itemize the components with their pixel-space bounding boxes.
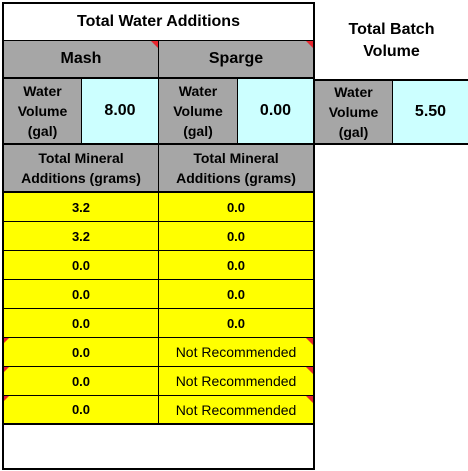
sparge-mineral-value: Not Recommended xyxy=(175,373,297,389)
mash-mineral-value: 3.2 xyxy=(71,228,91,244)
sparge-mineral-cell[interactable]: Not Recommended xyxy=(159,338,315,367)
mash-water-volume-label: Water Volume (gal) xyxy=(2,79,82,145)
sparge-mineral-cell[interactable]: Not Recommended xyxy=(159,396,315,425)
sparge-mineral-cell[interactable]: 0.0 xyxy=(159,193,315,222)
sparge-mineral-cell[interactable]: Not Recommended xyxy=(159,367,315,396)
label-line-2: Volume xyxy=(173,103,223,119)
empty-bottom-cell xyxy=(2,425,315,470)
total-batch-volume-label: Water Volume (gal) xyxy=(315,79,393,145)
mineral-header-line-2: Additions (grams) xyxy=(21,170,141,186)
mash-water-volume-value[interactable]: 8.00 xyxy=(82,79,159,145)
mineral-header-line-1: Total Mineral xyxy=(38,150,124,166)
total-water-additions-text: Total Water Additions xyxy=(77,13,240,30)
label-line-2: Volume xyxy=(17,103,68,119)
mineral-header-line-2: Additions (grams) xyxy=(176,170,296,186)
mash-mineral-cell[interactable]: 0.0 xyxy=(2,338,159,367)
mash-mineral-value: 0.0 xyxy=(71,257,91,273)
mash-mineral-cell[interactable]: 0.0 xyxy=(2,367,159,396)
mash-column-header: Mash xyxy=(2,41,159,79)
mash-mineral-header: Total Mineral Additions (grams) xyxy=(2,145,159,193)
sparge-mineral-value: Not Recommended xyxy=(175,344,297,360)
label-line-3: (gal) xyxy=(338,124,369,140)
sparge-mineral-value: 0.0 xyxy=(226,315,246,331)
sparge-mineral-header: Total Mineral Additions (grams) xyxy=(159,145,315,193)
label-line-3: (gal) xyxy=(183,123,213,139)
label-line-3: (gal) xyxy=(27,123,58,139)
sparge-mineral-cell[interactable]: 0.0 xyxy=(159,222,315,251)
total-batch-volume-value[interactable]: 5.50 xyxy=(393,79,468,145)
sparge-mineral-cell[interactable]: 0.0 xyxy=(159,280,315,309)
total-batch-volume-text: 5.50 xyxy=(414,103,447,120)
mash-mineral-value: 3.2 xyxy=(71,199,91,215)
total-batch-volume-text: Total Batch Volume xyxy=(348,21,435,60)
sparge-water-volume-label: Water Volume (gal) xyxy=(159,79,238,145)
mineral-header-line-1: Total Mineral xyxy=(193,150,279,166)
mash-mineral-cell[interactable]: 3.2 xyxy=(2,222,159,251)
mash-mineral-cell[interactable]: 0.0 xyxy=(2,309,159,338)
sparge-column-header: Sparge xyxy=(159,41,315,79)
sparge-mineral-value: 0.0 xyxy=(226,228,246,244)
mash-mineral-cell[interactable]: 3.2 xyxy=(2,193,159,222)
sparge-mineral-value: Not Recommended xyxy=(175,401,297,418)
label-line-2: Volume xyxy=(328,104,379,120)
sparge-mineral-value: 0.0 xyxy=(226,257,246,273)
mash-mineral-value: 0.0 xyxy=(71,402,91,417)
total-batch-volume-title: Total Batch Volume xyxy=(315,2,468,80)
label-line-1: Water xyxy=(178,83,218,99)
mash-header-label: Mash xyxy=(60,50,102,67)
sparge-water-volume-text: 0.00 xyxy=(259,102,292,119)
sparge-mineral-cell[interactable]: 0.0 xyxy=(159,309,315,338)
mash-mineral-value: 0.0 xyxy=(71,373,91,389)
mash-mineral-cell[interactable]: 0.0 xyxy=(2,251,159,280)
mash-water-volume-text: 8.00 xyxy=(104,102,136,119)
sparge-header-label: Sparge xyxy=(208,50,264,67)
label-line-1: Water xyxy=(23,83,62,99)
mash-mineral-cell[interactable]: 0.0 xyxy=(2,396,159,425)
total-water-additions-title: Total Water Additions xyxy=(2,2,315,42)
sparge-mineral-value: 0.0 xyxy=(226,286,246,302)
sparge-mineral-value: 0.0 xyxy=(226,199,246,215)
mash-mineral-cell[interactable]: 0.0 xyxy=(2,280,159,309)
mash-mineral-value: 0.0 xyxy=(71,286,91,302)
mash-mineral-value: 0.0 xyxy=(71,344,91,360)
mash-mineral-value: 0.0 xyxy=(71,315,91,331)
label-line-1: Water xyxy=(334,84,373,100)
sparge-water-volume-value[interactable]: 0.00 xyxy=(238,79,315,145)
sparge-mineral-cell[interactable]: 0.0 xyxy=(159,251,315,280)
